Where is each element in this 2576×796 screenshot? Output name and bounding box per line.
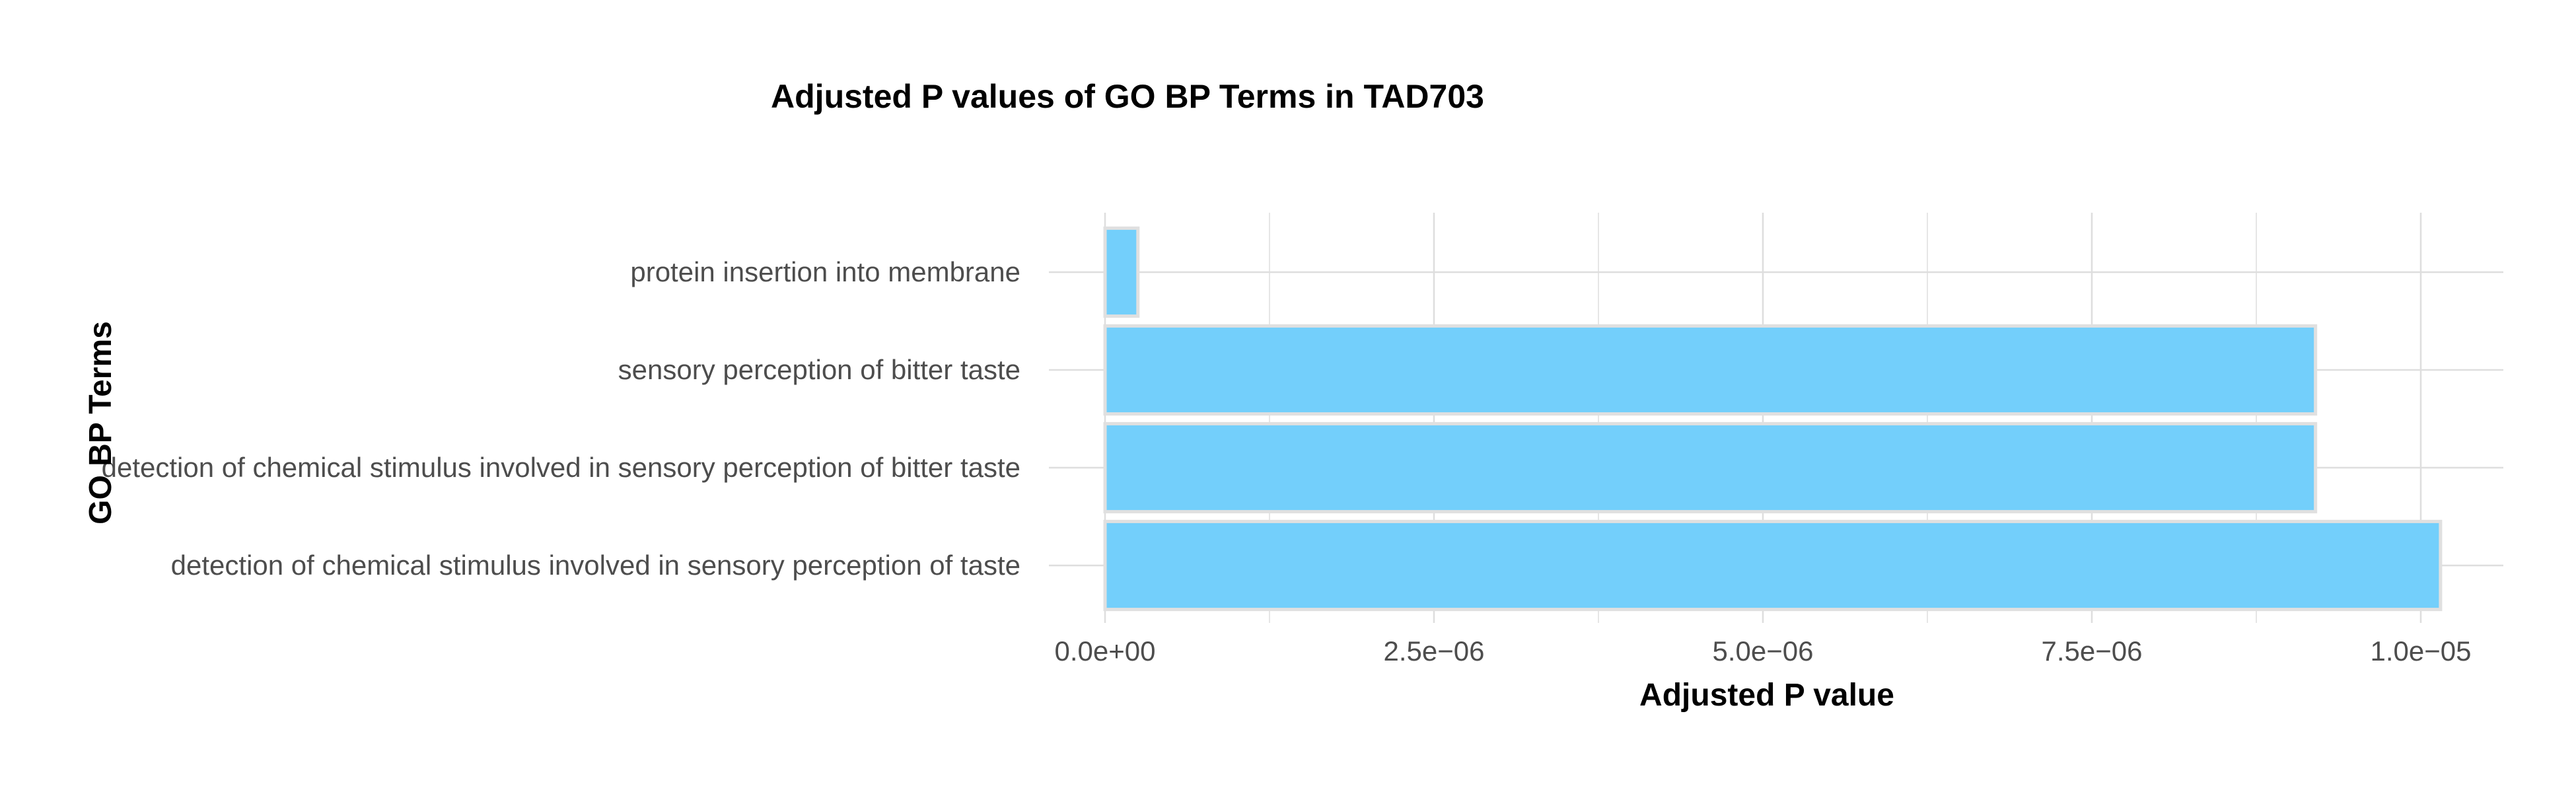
- bar-layer: [1103, 226, 2443, 612]
- x-tick-label: 2.5e−06: [1384, 635, 1485, 667]
- label-layer: protein insertion into membrane sensory p…: [102, 256, 2472, 667]
- y-tick-label: detection of chemical stimulus involved …: [171, 550, 1020, 581]
- x-tick-label: 0.0e+00: [1055, 635, 1156, 667]
- y-tick-label: protein insertion into membrane: [630, 256, 1020, 287]
- y-tick-label: detection of chemical stimulus involved …: [102, 452, 1020, 483]
- x-tick-label: 1.0e−05: [2371, 635, 2472, 667]
- bar: [1103, 421, 2318, 514]
- x-tick-label: 5.0e−06: [1713, 635, 1814, 667]
- bar: [1103, 324, 2318, 416]
- bar: [1103, 519, 2443, 612]
- bar: [1103, 226, 1140, 318]
- y-axis-title: GO BP Terms: [83, 321, 118, 525]
- y-tick-label: sensory perception of bitter taste: [618, 354, 1020, 385]
- chart-title: Adjusted P values of GO BP Terms in TAD7…: [771, 78, 1484, 115]
- x-axis-title: Adjusted P value: [1639, 678, 1894, 713]
- x-tick-label: 7.5e−06: [2042, 635, 2143, 667]
